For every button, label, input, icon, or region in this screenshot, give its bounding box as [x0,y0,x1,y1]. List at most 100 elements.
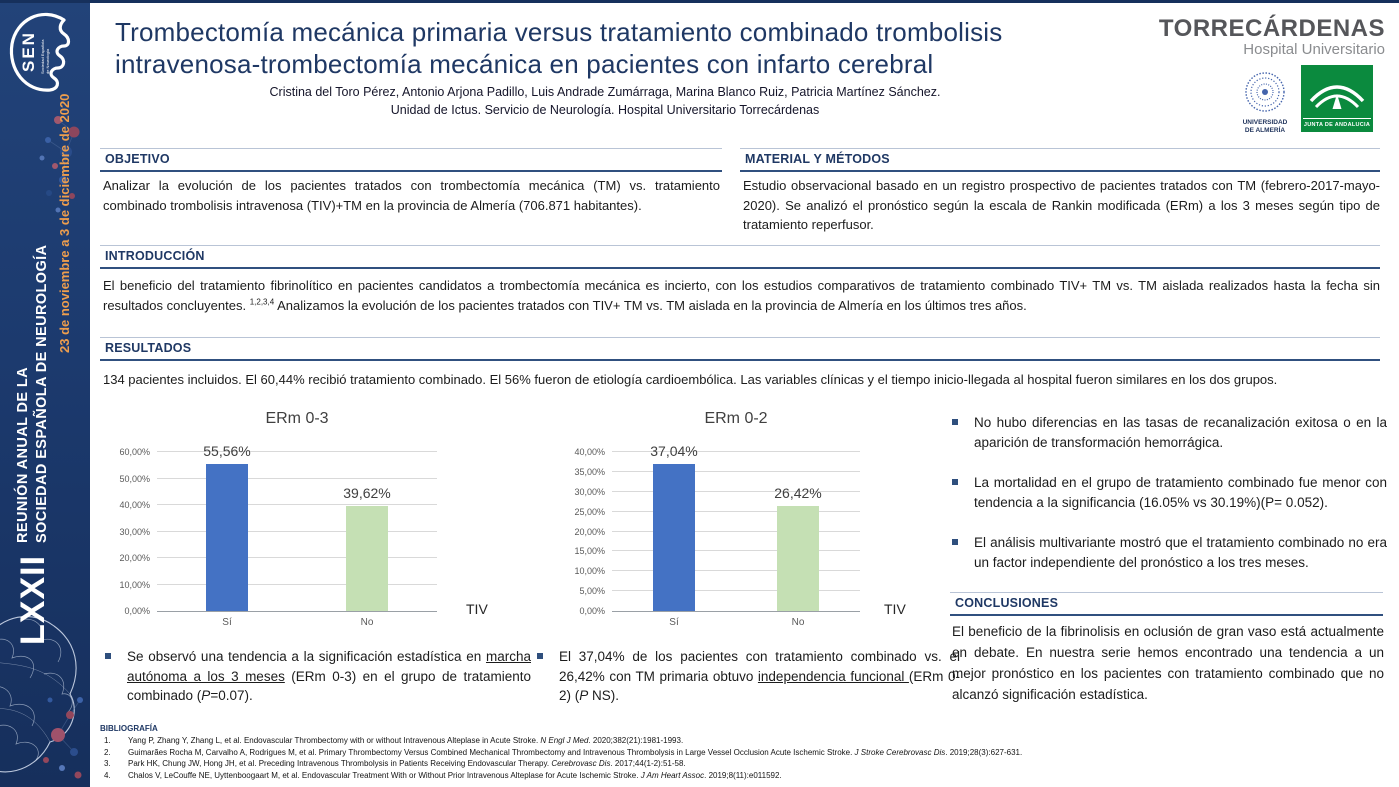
event-line-2: SOCIEDAD ESPAÑOLA DE NEUROLOGÍA [33,244,50,543]
y-axis-tick-label: 50,00% [119,473,150,484]
sen-logo-icon: SEN Sociedad Española de Neurología [9,13,71,92]
decorative-dots-top [39,116,80,213]
y-axis-tick-label: 25,00% [574,506,605,517]
gridline [157,583,437,585]
section-body-introduccion: El beneficio del tratamiento fibrinolíti… [103,276,1380,315]
reference-item: 2. Guimarães Rocha M, Carvalho A, Rodrig… [104,748,1392,758]
reference-number: 1. [104,736,111,745]
reference-journal: N Engl J Med [540,736,589,745]
bar-no [777,505,819,611]
gridline [612,590,860,592]
chart-title: ERm 0-2 [704,410,768,427]
finding-item: El análisis multivariante mostró que el … [950,533,1387,572]
bar-sí [653,463,695,611]
finding-text: El análisis multivariante mostró que el … [974,535,1387,570]
gridline [612,510,860,512]
reference-item: 1. Yang P, Zhang Y, Zhang L, et al. Endo… [104,736,1392,746]
section-title-metodos: MATERIAL Y MÉTODOS [740,148,1380,172]
bar-slot: 55,56% Sí [157,443,297,628]
authors-line: Cristina del Toro Pérez, Antonio Arjona … [269,85,941,99]
reference-tail: . 2017;44(1-2):51-58. [610,759,686,769]
square-bullet-icon [105,653,111,659]
section-title-objetivo: OBJETIVO [100,148,722,172]
hospital-brand: TORRECÁRDENAS Hospital Universitario [1145,16,1385,58]
gridline [612,490,860,492]
junta-andalucia-arch-icon [1303,67,1371,113]
bar-slot: 37,04% Sí [612,443,736,628]
junta-caption: JUNTA DE ANDALUCIA [1303,118,1371,130]
gridline [157,477,437,479]
erm-0-2-x-axis-label: TIV [884,601,906,617]
reference-journal: J Am Heart Assoc [640,770,705,780]
section-body-resultados: 134 pacientes incluidos. El 60,44% recib… [103,372,1278,387]
reference-text: Yang P, Zhang Y, Zhang L, et al. Endovas… [128,736,541,745]
note1-p-italic: P [201,688,211,704]
bar-sí [206,463,248,611]
x-axis-category-label: Sí [222,617,232,628]
note2-pre: El 37,04% de los pacientes con tratamien… [559,649,960,684]
gridline [612,570,860,572]
erm-0-3-x-axis-label: TIV [466,601,488,617]
y-axis-tick-label: 10,00% [574,566,605,577]
note1-underlined: marcha autónoma a los 3 meses [127,649,531,684]
y-axis-tick-label: 5,00% [579,586,605,597]
sen-acronym: SEN [19,31,38,72]
y-axis-tick-label: 20,00% [574,526,605,537]
finding-item: La mortalidad en el grupo de tratamiento… [950,473,1387,512]
intro-text-post: Analizamos la evolución de los pacientes… [274,297,1027,313]
poster-title-line-1: Trombectomía mecánica primaria versus tr… [115,17,1003,47]
chart-plot-area: 0,00% 10,00% 20,00% 30,00% 40,00% 50,00% 60,00… [119,443,437,628]
reference-journal: J Stroke Cerebrovasc Dis [854,747,946,757]
y-axis-tick-label: 30,00% [119,526,150,537]
bar-slot: 39,62% No [297,452,437,628]
square-bullet-icon [537,653,543,659]
hospital-brand-name: TORRECÁRDENAS [1158,15,1385,42]
note1-mid: (ERm 0-3) en el grupo de tratamiento com… [127,668,531,704]
gridline [157,451,437,452]
y-axis-tick-label: 40,00% [574,447,605,457]
gridline [157,557,437,558]
event-line-1: REUNIÓN ANUAL DE LA [15,367,31,543]
y-axis-tick-label: 0,00% [124,606,150,616]
x-axis-category-label: Sí [669,617,679,628]
bar-value-label: 37,04% [650,442,698,459]
bibliography-list: 1. Yang P, Zhang Y, Zhang L, et al. Endo… [104,736,1392,782]
reference-item: 4. Chalos V, LeCouffe NE, Uyttenboogaart… [104,771,1392,781]
reference-item: 3. Park HK, Chung JW, Hong JH, et al. Pr… [104,759,1392,769]
section-body-metodos: Estudio observacional basado en un regis… [743,178,1380,232]
bar-no [346,506,388,611]
note1-pre: Se observó una tendencia a la significac… [127,649,486,664]
section-title-conclusiones: CONCLUSIONES [950,592,1383,616]
reference-number: 4. [104,770,111,780]
note1-post: =0.07). [210,688,253,704]
universidad-almeria-logo: UNIVERSIDAD DE ALMERÍA [1236,71,1294,135]
gridline [612,470,860,472]
note2-post: NS). [588,688,620,704]
chart-title: ERm 0-3 [265,410,329,427]
square-bullet-icon [952,479,958,486]
event-dates: 23 de noviembre a 3 de diciembre de 2020 [56,93,72,353]
sidebar-artwork: SEN Sociedad Española de Neurología [0,13,83,779]
finding-text: La mortalidad en el grupo de tratamiento… [974,475,1387,510]
bar-value-label: 39,62% [343,485,391,502]
chart-note-erm03: Se observó una tendencia a la significac… [103,647,531,706]
gridline [612,550,860,552]
poster-title-line-2: intravenosa-trombectomía mecánica en pac… [115,49,934,79]
note2-mid: (ERm 0-2) ( [559,668,960,704]
finding-item: No hubo diferencias en las tasas de reca… [950,413,1387,452]
reference-tail: . 2019;8(11):e011592. [704,770,782,780]
x-axis-category-label: No [360,617,374,628]
event-sidebar: SEN Sociedad Española de Neurología [0,0,90,787]
reference-number: 3. [104,759,111,769]
square-bullet-icon [952,419,958,425]
chart-note-erm02: El 37,04% de los pacientes con tratamien… [535,647,960,706]
bibliography-title: BIBLIOGRAFÍA [100,724,158,733]
square-bullet-icon [952,539,958,546]
gridline [612,530,860,532]
reference-number: 2. [104,747,111,757]
section-body-objetivo: Analizar la evolución de los pacientes t… [103,178,720,213]
section-title-introduccion: INTRODUCCIÓN [100,245,1380,269]
section-title-resultados: RESULTADOS [100,337,1380,361]
junta-andalucia-logo: JUNTA DE ANDALUCIA [1301,65,1373,132]
decorative-dots-bottom [43,697,83,779]
